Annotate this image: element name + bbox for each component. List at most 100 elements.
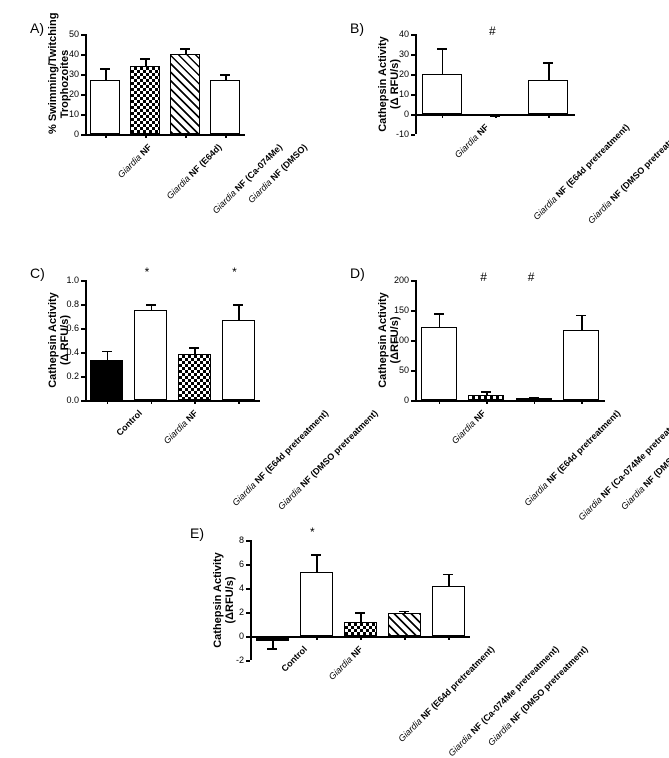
y-tick-label: 40 (383, 29, 409, 39)
y-tick-label: -10 (383, 129, 409, 139)
x-tick-mark (107, 400, 109, 404)
y-tick-label: 30 (53, 69, 79, 79)
panel-label: C) (30, 265, 45, 281)
significance-marker: * (232, 265, 237, 279)
y-tick-mark (81, 376, 85, 378)
y-axis-label: Cathepsin Activity (Δ RFU/s) (47, 280, 71, 400)
y-tick-mark (411, 310, 415, 312)
x-axis-label: Giardia NF (449, 408, 487, 446)
error-bar-cap (437, 48, 447, 50)
error-bar-cap (180, 48, 190, 50)
x-tick-mark (151, 400, 153, 404)
x-axis-line (85, 134, 245, 136)
y-tick-label: 20 (53, 89, 79, 99)
y-tick-mark (81, 134, 85, 136)
x-tick-mark (225, 134, 227, 138)
error-bar-cap (434, 313, 444, 315)
y-tick-label: 0 (53, 129, 79, 139)
page: { "panels": { "A": { "panel_label": "A)"… (0, 0, 669, 744)
y-tick-label: 0 (383, 395, 409, 405)
bar (178, 354, 211, 400)
x-axis-label: Giardia NF (Ca-074Me pretreatment) (446, 644, 560, 758)
y-tick-label: 50 (53, 29, 79, 39)
error-bar-cap (102, 351, 112, 353)
y-tick-mark (246, 660, 250, 662)
x-axis-label: Giardia NF (327, 644, 365, 682)
error-bar-cap (443, 574, 453, 576)
error-bar-cap (220, 74, 230, 76)
x-tick-mark (194, 400, 196, 404)
y-tick-label: 8 (218, 535, 244, 545)
bar (170, 54, 200, 134)
bar (421, 327, 457, 400)
y-tick-label: 20 (383, 69, 409, 79)
x-tick-mark (272, 636, 274, 640)
y-tick-label: 6 (218, 559, 244, 569)
y-tick-mark (246, 636, 250, 638)
y-tick-label: 0.8 (53, 299, 79, 309)
y-tick-mark (81, 280, 85, 282)
y-axis-line (85, 280, 87, 400)
significance-marker: * (145, 265, 150, 279)
y-tick-mark (81, 114, 85, 116)
y-axis-line (250, 540, 252, 660)
error-bar-cap (490, 116, 500, 118)
x-axis-label: Giardia NF (452, 122, 490, 160)
y-tick-label: 0 (218, 631, 244, 641)
y-tick-mark (246, 564, 250, 566)
y-tick-label: 0.0 (53, 395, 79, 405)
y-tick-mark (411, 114, 415, 116)
error-bar-line (105, 68, 107, 80)
error-bar-cap (146, 304, 156, 306)
x-tick-mark (548, 114, 550, 118)
x-tick-mark (448, 636, 450, 640)
y-tick-label: 2 (218, 607, 244, 617)
y-tick-label: 10 (383, 89, 409, 99)
bar (563, 330, 599, 400)
x-tick-mark (404, 636, 406, 640)
error-bar-cap (140, 58, 150, 60)
x-tick-mark (316, 636, 318, 640)
y-tick-label: 1.0 (53, 275, 79, 285)
y-tick-label: 0.6 (53, 323, 79, 333)
y-tick-mark (246, 612, 250, 614)
error-bar-line (272, 641, 274, 648)
x-tick-mark (185, 134, 187, 138)
panel-label: A) (30, 20, 44, 36)
x-tick-mark (442, 114, 444, 118)
y-tick-label: 150 (383, 305, 409, 315)
x-tick-mark (145, 134, 147, 138)
error-bar-line (442, 48, 444, 74)
x-tick-mark (238, 400, 240, 404)
panel-label: B) (350, 20, 364, 36)
y-tick-mark (81, 400, 85, 402)
error-bar-line (316, 554, 318, 572)
error-bar-cap (481, 391, 491, 393)
error-bar-line (448, 574, 450, 586)
x-tick-mark (486, 400, 488, 404)
error-bar-cap (529, 397, 539, 399)
error-bar-line (548, 62, 550, 80)
x-tick-mark (105, 134, 107, 138)
error-bar-line (238, 304, 240, 320)
bar (344, 622, 377, 636)
error-bar-cap (543, 62, 553, 64)
y-tick-mark (81, 54, 85, 56)
y-tick-mark (81, 94, 85, 96)
x-axis-label: Giardia NF (161, 408, 199, 446)
y-tick-mark (81, 352, 85, 354)
error-bar-cap (233, 304, 243, 306)
y-tick-mark (81, 328, 85, 330)
y-axis-line (415, 34, 417, 134)
y-tick-mark (411, 280, 415, 282)
x-tick-mark (581, 400, 583, 404)
bar (90, 80, 120, 134)
error-bar-cap (311, 554, 321, 556)
error-bar-cap (267, 648, 277, 650)
y-tick-mark (411, 74, 415, 76)
bar (130, 66, 160, 134)
y-tick-mark (246, 588, 250, 590)
error-bar-cap (355, 612, 365, 614)
bar (432, 586, 465, 636)
error-bar-line (439, 313, 441, 327)
